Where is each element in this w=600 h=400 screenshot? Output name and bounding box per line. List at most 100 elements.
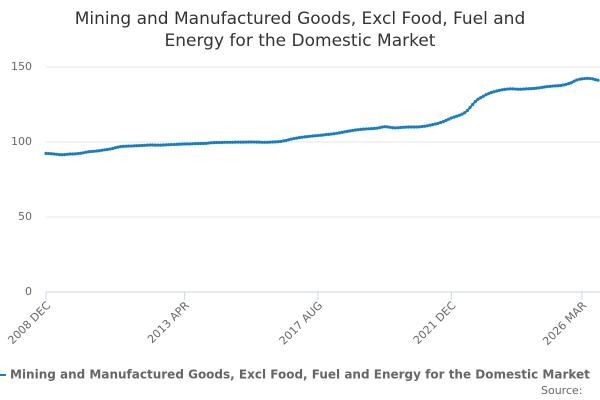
data-point	[84, 150, 88, 154]
data-point	[313, 134, 317, 138]
data-point	[263, 140, 267, 144]
data-point	[87, 150, 91, 154]
data-point	[553, 84, 557, 88]
data-point	[540, 85, 544, 89]
data-point	[545, 85, 549, 89]
data-point	[215, 140, 219, 145]
data-point	[145, 143, 149, 147]
data-point	[265, 140, 269, 144]
data-point	[588, 76, 592, 81]
data-point	[119, 145, 123, 149]
data-point	[593, 78, 597, 82]
data-point	[535, 86, 539, 90]
data-point	[297, 136, 301, 140]
data-point	[529, 87, 533, 91]
data-point	[247, 140, 251, 144]
data-point	[337, 131, 341, 135]
data-point	[497, 88, 501, 92]
data-point	[57, 153, 61, 157]
data-point	[404, 125, 408, 129]
data-point	[159, 143, 163, 147]
data-point	[140, 143, 144, 148]
y-tick-label: 100	[11, 135, 32, 148]
data-point	[63, 153, 67, 157]
data-point	[311, 134, 315, 138]
data-point	[212, 141, 216, 145]
data-point	[412, 125, 416, 129]
x-tick-label: 2021 DEC	[411, 299, 459, 347]
data-point	[47, 151, 51, 156]
data-point	[388, 125, 392, 129]
data-point	[460, 112, 464, 116]
data-point	[577, 77, 581, 81]
data-point	[148, 143, 152, 147]
data-point	[121, 144, 125, 148]
data-point	[244, 140, 248, 144]
x-tick-label: 2008 DEC	[5, 299, 53, 347]
data-point	[383, 125, 387, 129]
data-point	[196, 142, 200, 146]
data-point	[239, 140, 243, 144]
data-point	[335, 131, 339, 135]
data-point	[532, 86, 536, 91]
data-point	[407, 125, 411, 129]
data-point	[231, 140, 235, 144]
data-point	[116, 145, 120, 149]
x-tick-label: 2017 AUG	[277, 299, 326, 348]
data-point	[287, 138, 291, 142]
data-point	[377, 126, 381, 130]
data-point	[428, 123, 432, 127]
data-point	[132, 144, 136, 148]
data-point	[367, 127, 371, 131]
data-point	[260, 140, 264, 144]
data-point	[465, 108, 469, 113]
data-point	[484, 93, 488, 97]
data-point	[255, 140, 259, 144]
data-point	[207, 141, 211, 145]
data-point	[164, 143, 168, 147]
data-point	[375, 126, 379, 130]
y-tick-label: 0	[25, 285, 32, 298]
data-point	[199, 141, 203, 146]
data-point	[452, 115, 456, 119]
data-point	[409, 125, 413, 129]
data-point	[257, 140, 261, 144]
data-point	[425, 124, 429, 128]
data-point	[273, 140, 277, 144]
data-point	[228, 140, 232, 144]
data-point	[135, 144, 139, 148]
data-point	[55, 152, 59, 156]
data-point	[223, 140, 227, 144]
data-point	[271, 140, 275, 144]
data-point	[505, 87, 509, 91]
data-point	[329, 132, 333, 136]
data-point	[473, 99, 477, 104]
data-point	[89, 149, 93, 154]
data-point	[455, 114, 459, 118]
data-point	[591, 77, 595, 81]
data-point	[345, 129, 349, 133]
data-point	[220, 140, 224, 145]
data-point	[468, 105, 472, 110]
data-point	[572, 79, 576, 83]
data-point	[111, 146, 115, 151]
data-point	[487, 91, 491, 96]
data-point	[236, 140, 240, 144]
data-point	[124, 144, 128, 148]
data-point	[76, 151, 80, 156]
data-point	[81, 151, 85, 155]
data-point	[185, 142, 189, 146]
data-point	[167, 143, 171, 147]
data-point	[71, 152, 75, 156]
data-point	[556, 84, 560, 88]
data-point	[161, 143, 165, 147]
data-point	[183, 142, 187, 146]
data-point	[308, 134, 312, 138]
data-point	[511, 87, 515, 91]
data-point	[209, 141, 213, 145]
data-point	[137, 144, 141, 148]
source: Source:	[541, 384, 583, 397]
x-tick-label: 2026 MAR	[540, 299, 589, 348]
